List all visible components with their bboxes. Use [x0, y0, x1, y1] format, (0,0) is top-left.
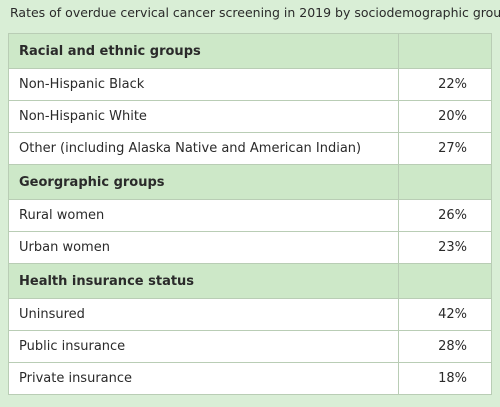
row-value: 26%: [398, 199, 492, 232]
section-heading: Health insurance status: [8, 263, 399, 299]
section-header-row: Health insurance status: [8, 263, 492, 299]
row-label: Private insurance: [8, 362, 399, 395]
table-row: Non-Hispanic Black 22%: [8, 68, 492, 101]
section-heading: Georgraphic groups: [8, 164, 399, 200]
data-table: Racial and ethnic groups Non-Hispanic Bla…: [8, 33, 492, 395]
row-value: 23%: [398, 231, 492, 264]
empty-cell: [398, 164, 492, 200]
section-header-row: Racial and ethnic groups: [8, 33, 492, 69]
section-heading: Racial and ethnic groups: [8, 33, 399, 69]
row-value: 27%: [398, 132, 492, 165]
section-header-row: Georgraphic groups: [8, 164, 492, 200]
row-label: Non-Hispanic Black: [8, 68, 399, 101]
row-label: Non-Hispanic White: [8, 100, 399, 133]
table-row: Rural women 26%: [8, 199, 492, 232]
table-row: Public insurance 28%: [8, 330, 492, 363]
row-value: 18%: [398, 362, 492, 395]
table-row: Other (including Alaska Native and Ameri…: [8, 132, 492, 165]
row-label: Public insurance: [8, 330, 399, 363]
empty-cell: [398, 33, 492, 69]
row-label: Urban women: [8, 231, 399, 264]
table-row: Private insurance 18%: [8, 362, 492, 395]
table-row: Urban women 23%: [8, 231, 492, 264]
row-label: Uninsured: [8, 298, 399, 331]
table-row: Non-Hispanic White 20%: [8, 100, 492, 133]
row-value: 20%: [398, 100, 492, 133]
row-value: 42%: [398, 298, 492, 331]
row-label: Other (including Alaska Native and Ameri…: [8, 132, 399, 165]
row-label: Rural women: [8, 199, 399, 232]
table-title: Rates of overdue cervical cancer screeni…: [10, 5, 500, 20]
empty-cell: [398, 263, 492, 299]
row-value: 28%: [398, 330, 492, 363]
row-value: 22%: [398, 68, 492, 101]
table-row: Uninsured 42%: [8, 298, 492, 331]
